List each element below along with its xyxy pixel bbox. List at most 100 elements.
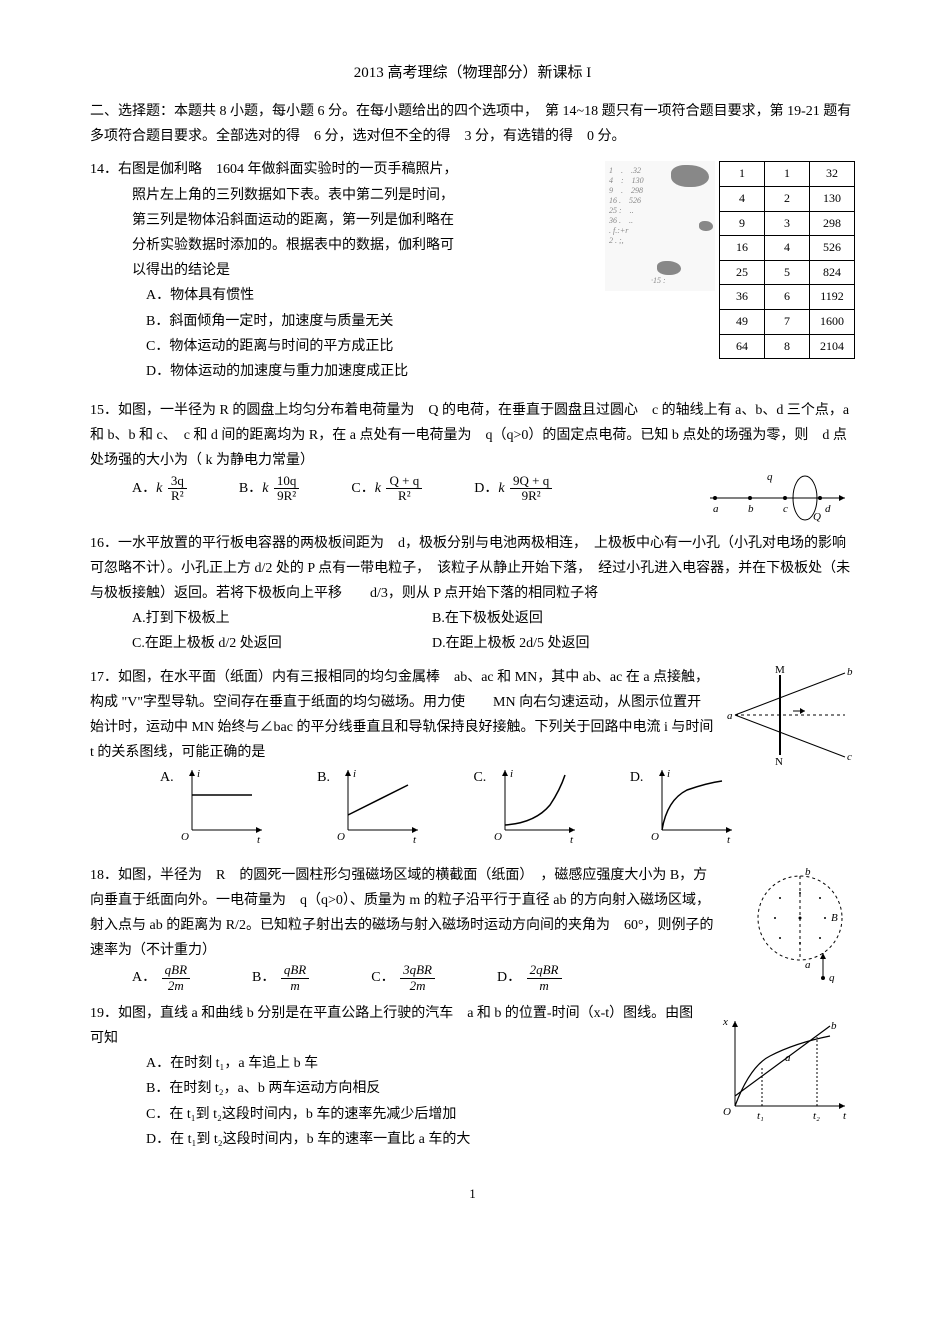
svg-text:O: O bbox=[181, 831, 189, 843]
table-cell: 25 bbox=[720, 260, 765, 285]
svg-text:c: c bbox=[783, 503, 788, 515]
svg-text:b: b bbox=[748, 503, 754, 515]
q19-num: 19． bbox=[90, 1006, 118, 1021]
svg-text:O: O bbox=[651, 831, 659, 843]
question-19: x t O t₁ t₂ a b 19．如图，直线 a 和曲线 b 分别是在平直公… bbox=[90, 1001, 855, 1152]
svg-text:t: t bbox=[727, 834, 731, 845]
q15-options: A．k 3qR² B．k 10q9R² C．k Q + qR² D．k 9Q +… bbox=[90, 474, 695, 504]
q15-stem-text: 如图，一半径为 R 的圆盘上均匀分布着电荷量为 Q 的电荷，在垂直于圆盘且过圆心… bbox=[90, 403, 849, 468]
q18-stem: 18．如图，半径为 R 的圆死一圆柱形匀强磁场区域的横截面（纸面） ，磁感应强度… bbox=[90, 863, 855, 964]
table-cell: 32 bbox=[810, 162, 855, 187]
table-row: 4971600 bbox=[720, 309, 855, 334]
svg-text:d: d bbox=[825, 503, 831, 515]
q15-figure: a b c d q Q bbox=[705, 468, 855, 523]
svg-text:Q: Q bbox=[813, 511, 821, 523]
table-cell: 1600 bbox=[810, 309, 855, 334]
q18-stem-text: 如图，半径为 R 的圆死一圆柱形匀强磁场区域的横截面（纸面） ，磁感应强度大小为… bbox=[90, 868, 717, 959]
svg-text:i: i bbox=[510, 768, 513, 780]
table-cell: 824 bbox=[810, 260, 855, 285]
q14-num: 14． bbox=[90, 162, 118, 177]
page-title: 2013 高考理综（物理部分）新课标 I bbox=[90, 60, 855, 87]
table-row: 93298 bbox=[720, 211, 855, 236]
table-cell: 5 bbox=[765, 260, 810, 285]
table-cell: 526 bbox=[810, 236, 855, 261]
question-16: 16．一水平放置的平行板电容器的两极板间距为 d，极板分别与电池两极相连， 上极… bbox=[90, 531, 855, 657]
q14-opt-d: D．物体运动的加速度与重力加速度成正比 bbox=[90, 359, 855, 384]
q18-opt-b: B． qBRm bbox=[252, 963, 311, 993]
svg-text:O: O bbox=[337, 831, 345, 843]
table-row: 164526 bbox=[720, 236, 855, 261]
table-cell: 64 bbox=[720, 334, 765, 359]
q15-opt-b: B．k 10q9R² bbox=[239, 474, 302, 504]
q14-data-table: 1132421309329816452625582436611924971600… bbox=[719, 161, 855, 359]
q19-stem-text: 如图，直线 a 和曲线 b 分别是在平直公路上行驶的汽车 a 和 b 的位置-时… bbox=[90, 1006, 693, 1046]
instructions-text: 二、选择题：本题共 8 小题，每小题 6 分。在每小题给出的四个选项中， 第 1… bbox=[90, 104, 851, 144]
q16-opts-row2: C.在距上极板 d/2 处返回 D.在距上极板 2d/5 处返回 bbox=[90, 631, 855, 656]
svg-text:b: b bbox=[847, 666, 853, 678]
question-15: 15．如图，一半径为 R 的圆盘上均匀分布着电荷量为 Q 的电荷，在垂直于圆盘且… bbox=[90, 398, 855, 523]
svg-text:q: q bbox=[829, 972, 835, 983]
q16-num: 16． bbox=[90, 536, 118, 551]
q17-graphs: A. i t O B. i t O bbox=[90, 765, 855, 854]
table-cell: 2 bbox=[765, 186, 810, 211]
q16-opt-a: A.打到下极板上 bbox=[132, 606, 332, 631]
q17-figure: M N a b c bbox=[725, 665, 855, 765]
table-cell: 4 bbox=[720, 186, 765, 211]
q16-opt-c: C.在距上极板 d/2 处返回 bbox=[132, 631, 332, 656]
table-row: 42130 bbox=[720, 186, 855, 211]
q16-opts-row1: A.打到下极板上 B.在下极板处返回 bbox=[90, 606, 855, 631]
table-cell: 4 bbox=[765, 236, 810, 261]
table-cell: 1 bbox=[765, 162, 810, 187]
svg-text:t: t bbox=[413, 834, 417, 845]
table-cell: 8 bbox=[765, 334, 810, 359]
svg-text:a: a bbox=[805, 959, 811, 971]
table-cell: 3 bbox=[765, 211, 810, 236]
svg-text:a: a bbox=[785, 1052, 791, 1064]
table-row: 6482104 bbox=[720, 334, 855, 359]
q14-manuscript-image: 1 . .32 4 : 130 9 . 298 16 . 526 25 : ..… bbox=[605, 161, 715, 291]
table-row: 255824 bbox=[720, 260, 855, 285]
svg-text:N: N bbox=[775, 756, 783, 765]
svg-text:q: q bbox=[767, 471, 773, 483]
svg-text:O: O bbox=[723, 1106, 731, 1118]
question-14: 1 . .32 4 : 130 9 . 298 16 . 526 25 : ..… bbox=[90, 157, 855, 384]
svg-text:a: a bbox=[727, 710, 733, 722]
svg-text:B: B bbox=[831, 912, 838, 924]
question-17: M N a b c 17．如图，在水平面（纸面）内有三报相同的均匀金属棒 ab、… bbox=[90, 665, 855, 855]
q16-opt-b: B.在下极板处返回 bbox=[432, 606, 543, 631]
svg-text:c: c bbox=[847, 751, 852, 763]
table-cell: 1192 bbox=[810, 285, 855, 310]
q14-figure-block: 1 . .32 4 : 130 9 . 298 16 . 526 25 : ..… bbox=[605, 161, 855, 359]
q18-opt-d: D． 2qBRm bbox=[497, 963, 564, 993]
q15-opt-d: D．k 9Q + q9R² bbox=[474, 474, 554, 504]
q15-opt-a: A．k 3qR² bbox=[132, 474, 189, 504]
svg-text:i: i bbox=[353, 768, 356, 780]
question-18: b a B q 18．如图，半径为 R 的圆死一圆柱形匀强磁场区域的横截面（纸面… bbox=[90, 863, 855, 993]
svg-text:t: t bbox=[257, 834, 261, 845]
table-cell: 2104 bbox=[810, 334, 855, 359]
q18-opt-a: A． qBR2m bbox=[132, 963, 192, 993]
q14-stem-0: 右图是伽利略 1604 年做斜面实验时的一页手稿照片， bbox=[118, 162, 458, 177]
svg-text:O: O bbox=[494, 831, 502, 843]
q17-num: 17． bbox=[90, 670, 118, 685]
q15-opt-c: C．k Q + qR² bbox=[351, 474, 424, 504]
q17-graph-d: D. i t O bbox=[630, 765, 737, 854]
q17-graph-c: C. i t O bbox=[473, 765, 579, 854]
q18-figure: b a B q bbox=[745, 863, 855, 983]
instructions: 二、选择题：本题共 8 小题，每小题 6 分。在每小题给出的四个选项中， 第 1… bbox=[90, 99, 855, 149]
table-cell: 49 bbox=[720, 309, 765, 334]
q17-graph-b: B. i t O bbox=[317, 765, 423, 854]
table-cell: 298 bbox=[810, 211, 855, 236]
q15-num: 15． bbox=[90, 403, 118, 418]
q16-opt-d: D.在距上极板 2d/5 处返回 bbox=[432, 631, 590, 656]
svg-text:t₁: t₁ bbox=[757, 1110, 764, 1121]
table-cell: 36 bbox=[720, 285, 765, 310]
table-cell: 7 bbox=[765, 309, 810, 334]
svg-text:M: M bbox=[775, 665, 785, 676]
q18-options: A． qBR2m B． qBRm C． 3qBR2m D． 2qBRm bbox=[90, 963, 720, 993]
table-cell: 16 bbox=[720, 236, 765, 261]
q16-stem: 16．一水平放置的平行板电容器的两极板间距为 d，极板分别与电池两极相连， 上极… bbox=[90, 531, 855, 607]
svg-text:b: b bbox=[805, 866, 811, 878]
table-row: 3661192 bbox=[720, 285, 855, 310]
svg-text:i: i bbox=[197, 768, 200, 780]
